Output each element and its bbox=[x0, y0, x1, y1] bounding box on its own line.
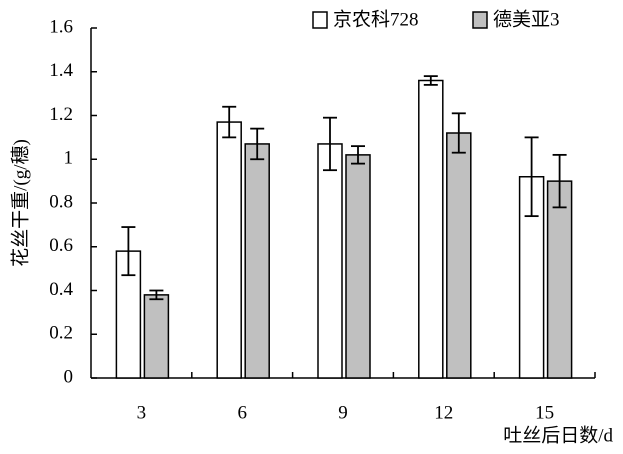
x-tick-label: 6 bbox=[237, 402, 247, 423]
error-bar bbox=[451, 112, 466, 154]
bar bbox=[244, 143, 270, 379]
bar bbox=[317, 143, 343, 379]
error-bar bbox=[250, 127, 265, 161]
legend-swatch bbox=[312, 11, 328, 29]
y-tick-label: 0 bbox=[64, 366, 74, 387]
bar bbox=[216, 121, 242, 379]
legend-swatch bbox=[472, 11, 488, 29]
bar bbox=[115, 250, 142, 379]
error-bar bbox=[323, 116, 337, 172]
y-tick-label: 0.6 bbox=[49, 235, 73, 256]
bar bbox=[418, 79, 444, 379]
y-tick-label: 0.2 bbox=[49, 323, 73, 344]
error-bar bbox=[351, 145, 365, 165]
bar bbox=[546, 180, 573, 379]
bar bbox=[143, 294, 170, 379]
y-tick-label: 0.4 bbox=[49, 279, 73, 300]
y-tick-label: 1.4 bbox=[49, 60, 73, 81]
error-bar bbox=[149, 289, 164, 301]
error-bar bbox=[423, 75, 438, 86]
error-bar bbox=[222, 105, 237, 139]
x-tick-label: 12 bbox=[434, 402, 453, 423]
error-bar bbox=[552, 153, 567, 209]
x-axis-label: 吐丝后日数/d bbox=[503, 424, 613, 446]
error-bar bbox=[524, 136, 539, 218]
y-axis-label: 花丝干重/(g/穗) bbox=[9, 139, 31, 267]
x-tick-label: 3 bbox=[137, 402, 147, 423]
bar bbox=[446, 132, 472, 379]
y-tick-label: 1.2 bbox=[49, 104, 73, 125]
y-tick-label: 1 bbox=[64, 148, 74, 169]
error-bar bbox=[121, 226, 136, 277]
legend-label: 京农科728 bbox=[333, 8, 419, 30]
x-tick-label: 9 bbox=[338, 402, 348, 423]
legend-label: 德美亚3 bbox=[493, 8, 560, 30]
y-tick-label: 1.6 bbox=[49, 16, 73, 37]
x-tick-label: 15 bbox=[535, 402, 554, 423]
bar bbox=[345, 154, 371, 379]
y-tick-label: 0.8 bbox=[49, 191, 73, 212]
